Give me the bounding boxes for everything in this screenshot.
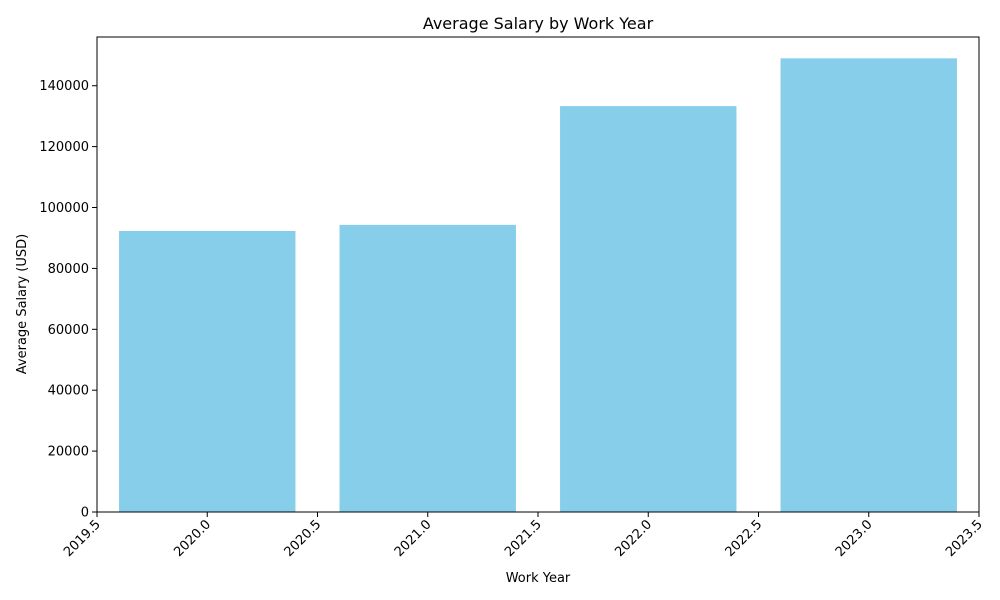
- x-tick-label: 2019.5: [61, 517, 104, 560]
- y-tick-label: 40000: [48, 384, 89, 399]
- bar-2020: [119, 230, 296, 512]
- bars-group: [119, 58, 957, 513]
- y-axis: 0 20000 40000 60000 80000 100000 120000 140000: [39, 79, 97, 521]
- y-tick-label: 80000: [48, 262, 89, 277]
- x-tick-label: 2023.5: [943, 517, 986, 560]
- y-tick-label: 20000: [48, 445, 89, 460]
- x-tick-label: 2023.0: [833, 517, 876, 560]
- y-tick-label: 60000: [48, 323, 89, 338]
- bar-2023: [780, 58, 957, 513]
- y-tick-label: 0: [81, 506, 89, 521]
- x-tick-label: 2022.0: [612, 517, 655, 560]
- x-axis: 2019.5 2020.0 2020.5 2021.0 2021.5 2022.0 2022…: [61, 512, 986, 560]
- chart-title: Average Salary by Work Year: [423, 14, 654, 33]
- bar-2021: [339, 224, 516, 512]
- bar-2022: [560, 106, 737, 513]
- x-tick-label: 2022.5: [723, 517, 766, 560]
- x-tick-label: 2021.0: [392, 517, 435, 560]
- x-tick-label: 2021.5: [502, 517, 545, 560]
- x-tick-label: 2020.5: [282, 517, 325, 560]
- y-tick-label: 140000: [39, 79, 89, 94]
- y-tick-label: 120000: [39, 140, 89, 155]
- x-axis-label: Work Year: [506, 571, 571, 586]
- y-tick-label: 100000: [39, 201, 89, 216]
- x-tick-label: 2020.0: [171, 517, 214, 560]
- y-axis-label: Average Salary (USD): [15, 234, 30, 374]
